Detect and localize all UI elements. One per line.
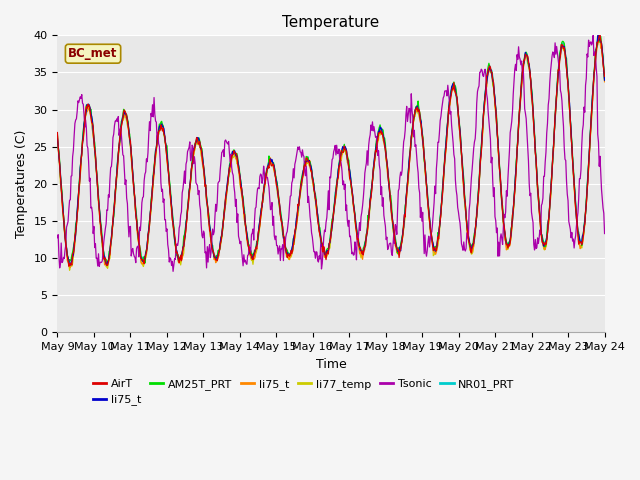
Y-axis label: Temperatures (C): Temperatures (C) (15, 130, 28, 238)
Title: Temperature: Temperature (282, 15, 380, 30)
Text: BC_met: BC_met (68, 47, 118, 60)
Legend: AirT, li75_t, AM25T_PRT, li75_t, li77_temp, Tsonic, NR01_PRT: AirT, li75_t, AM25T_PRT, li75_t, li77_te… (91, 377, 516, 408)
X-axis label: Time: Time (316, 358, 346, 371)
